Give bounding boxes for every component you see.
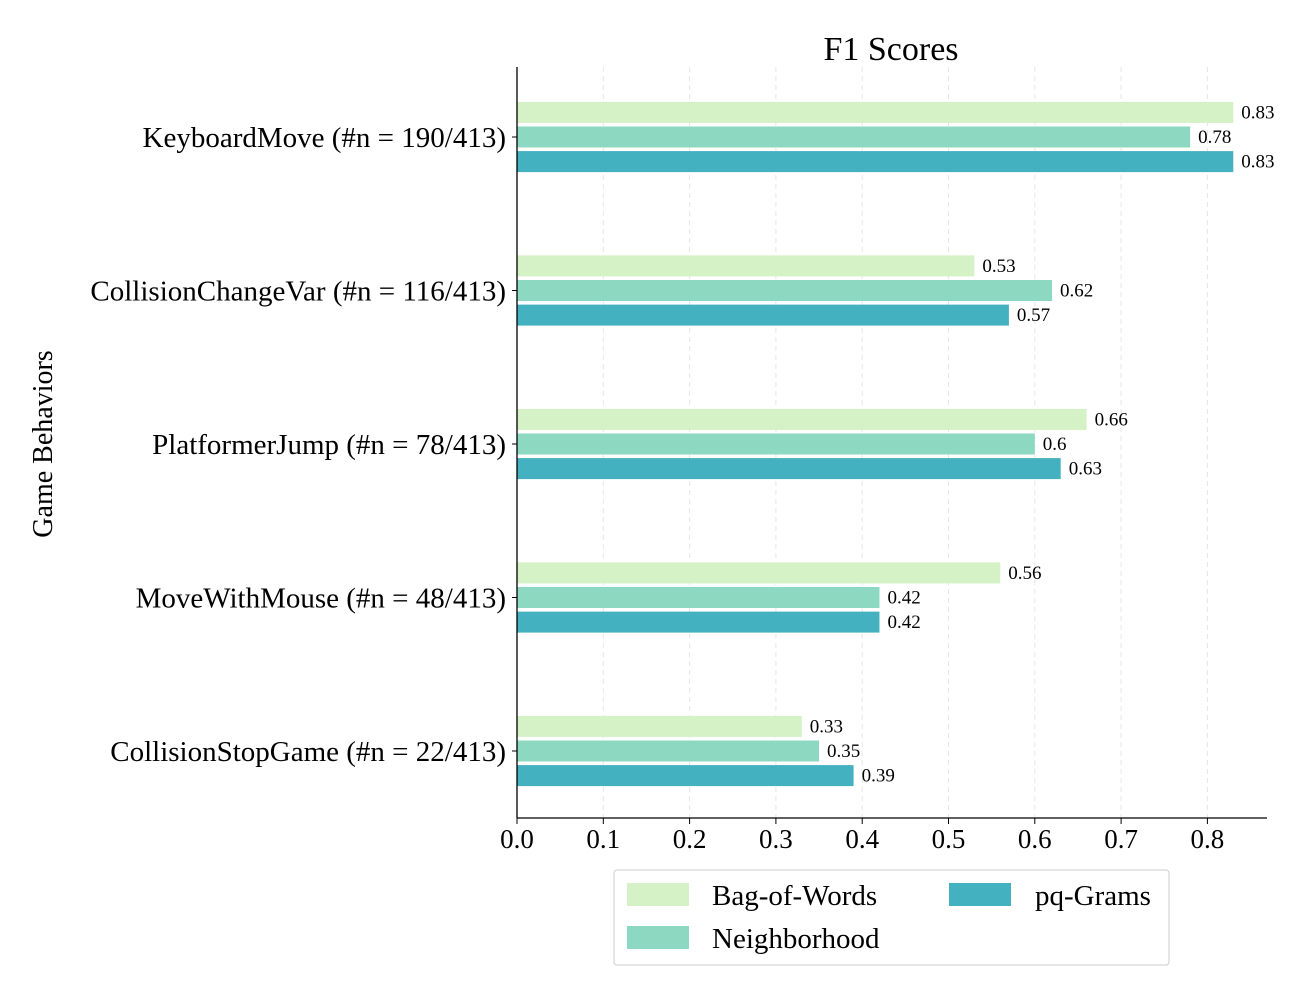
bar-pq-grams [517, 151, 1234, 173]
value-label: 0.78 [1198, 127, 1231, 148]
value-label: 0.63 [1069, 459, 1102, 480]
bar-bag-of-words [517, 408, 1087, 430]
bar-neighborhood [517, 740, 820, 762]
x-tick-label: 0.5 [932, 824, 966, 854]
bar-neighborhood [517, 280, 1053, 301]
bar-neighborhood [517, 587, 880, 608]
category-label: MoveWithMouse (#n = 48/413) [136, 583, 506, 615]
x-tick-label: 0.7 [1104, 824, 1138, 854]
chart-title: F1 Scores [823, 31, 958, 68]
value-label: 0.62 [1060, 281, 1093, 302]
value-label: 0.83 [1241, 152, 1274, 173]
x-tick-label: 0.6 [1018, 824, 1052, 854]
value-label: 0.39 [862, 766, 895, 787]
bar-pq-grams [517, 611, 880, 633]
x-tick-label: 0.0 [500, 824, 534, 854]
y-axis-label: Game Behaviors [28, 350, 59, 537]
x-tick-label: 0.2 [673, 824, 707, 854]
legend-swatch-pq-grams [949, 883, 1011, 906]
value-label: 0.66 [1095, 409, 1128, 430]
category-label: CollisionStopGame (#n = 22/413) [110, 736, 506, 768]
x-tick-label: 0.3 [759, 824, 793, 854]
value-label: 0.56 [1008, 563, 1041, 584]
grid-lines [602, 67, 1208, 818]
bar-pq-grams [517, 304, 1009, 326]
value-label: 0.57 [1017, 305, 1050, 326]
x-tick-label: 0.4 [845, 824, 879, 854]
value-label: 0.6 [1043, 434, 1067, 455]
category-label: CollisionChangeVar (#n = 116/413) [90, 276, 506, 308]
bar-bag-of-words [517, 715, 802, 737]
x-tick-label: 0.8 [1191, 824, 1225, 854]
value-label: 0.42 [887, 612, 920, 633]
bar-bag-of-words [517, 101, 1234, 123]
bars-group: 0.83 0.78 0.83 0.53 0.62 0.57 0.66 0.60.63 0.56 0… [517, 101, 1275, 787]
category-label: PlatformerJump (#n = 78/413) [152, 429, 506, 461]
bar-bag-of-words [517, 562, 1001, 584]
bar-bag-of-words [517, 255, 975, 277]
bar-neighborhood [517, 126, 1191, 148]
x-tick-label: 0.1 [586, 824, 620, 854]
legend-label-pq-grams: pq-Grams [1035, 880, 1151, 912]
legend: Bag-of-Words Neighborhood pq-Grams [613, 869, 1170, 966]
bar-neighborhood [517, 433, 1035, 455]
bar-pq-grams [517, 765, 854, 787]
axes-group: KeyboardMove (#n = 190/413) CollisionChan… [90, 67, 1267, 854]
legend-label-bag-of-words: Bag-of-Words [712, 880, 877, 912]
value-label: 0.33 [810, 716, 843, 737]
value-label: 0.83 [1241, 102, 1274, 123]
legend-frame [613, 869, 1170, 966]
category-label: KeyboardMove (#n = 190/413) [143, 122, 506, 154]
legend-swatch-neighborhood [627, 926, 689, 949]
value-label: 0.35 [827, 741, 860, 762]
value-label: 0.42 [887, 588, 920, 609]
legend-label-neighborhood: Neighborhood [712, 923, 880, 955]
legend-swatch-bag-of-words [627, 883, 689, 906]
value-label: 0.53 [982, 256, 1015, 277]
bar-pq-grams [517, 458, 1061, 480]
